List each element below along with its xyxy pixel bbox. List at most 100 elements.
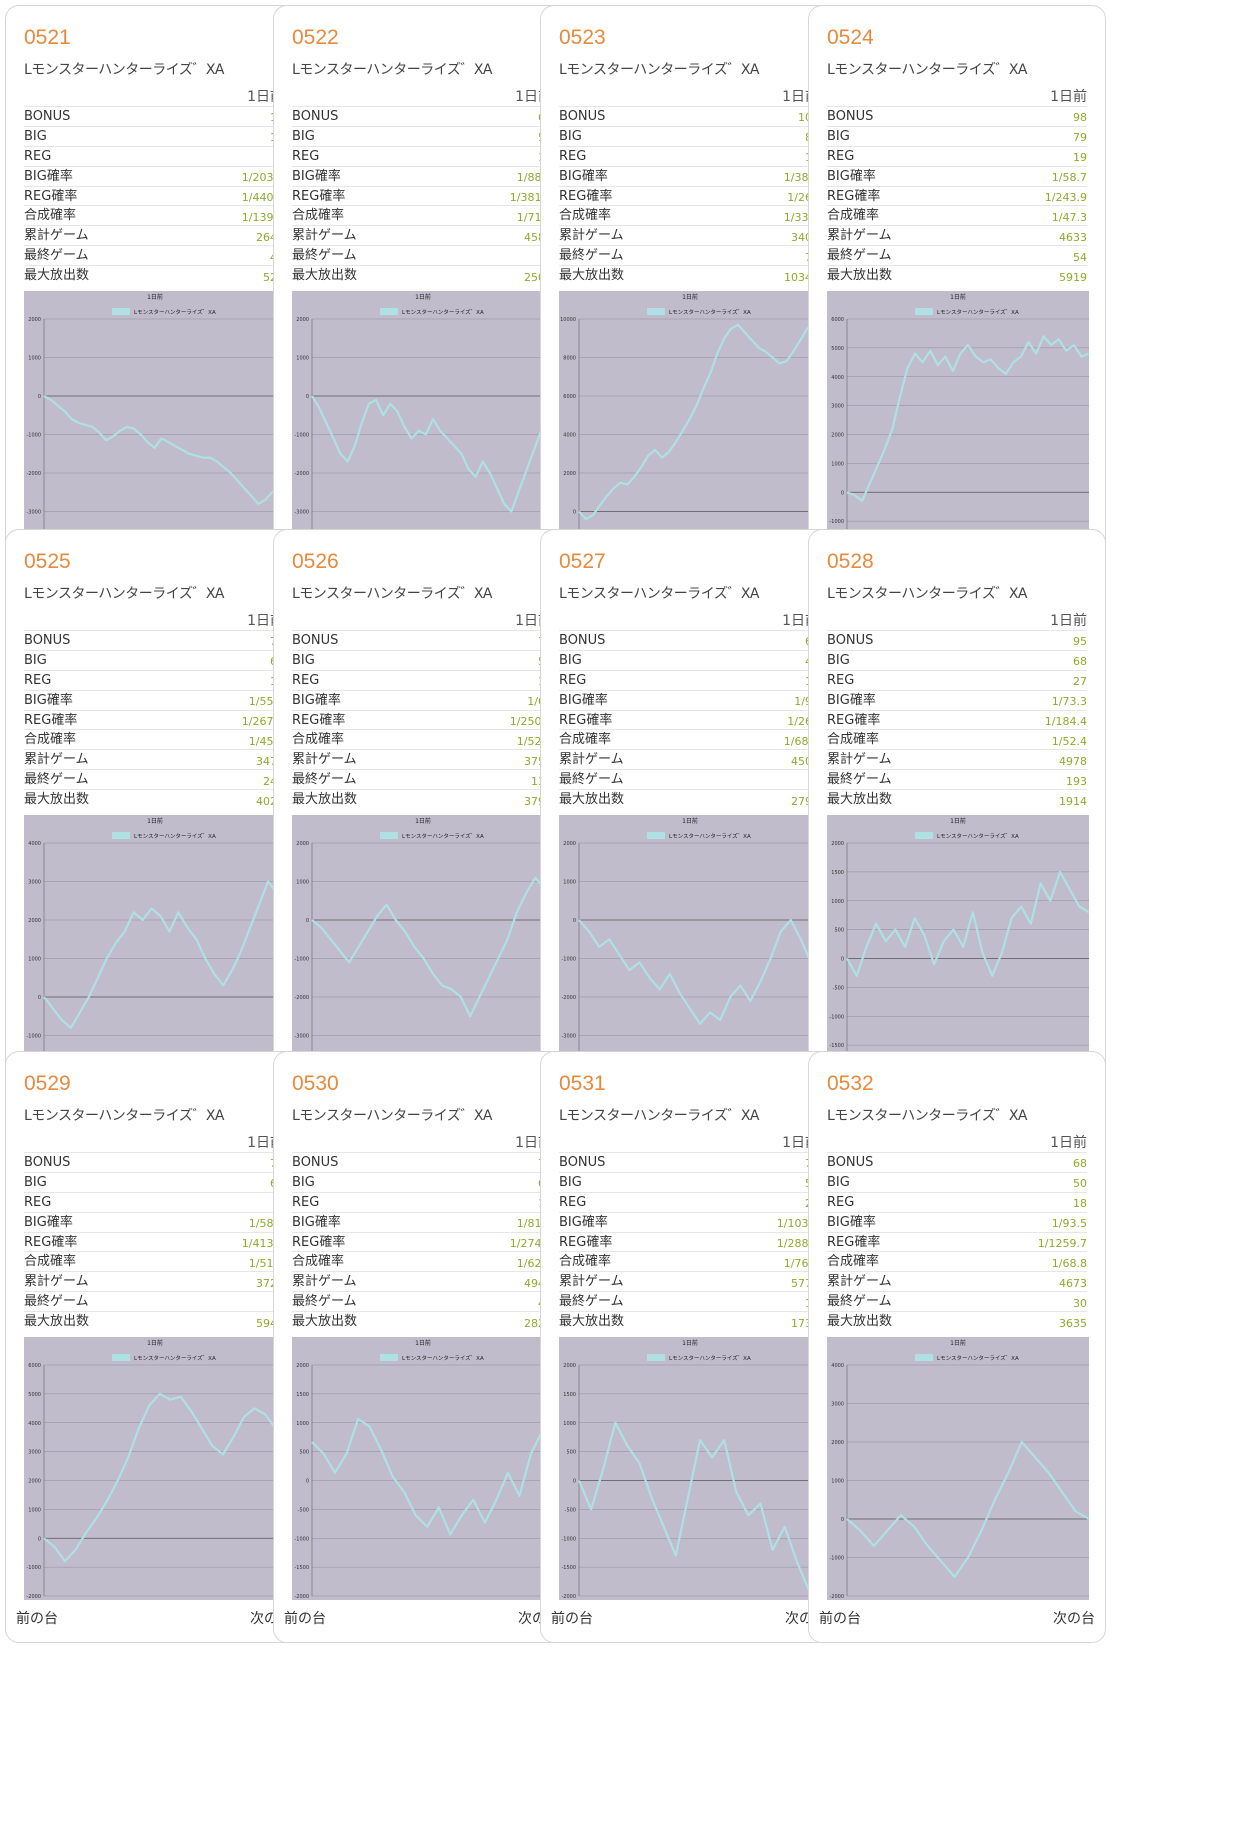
stat-label: 最終ゲーム — [24, 1294, 89, 1310]
stat-value: 68 — [1073, 655, 1087, 669]
machine-number[interactable]: 0528 — [827, 550, 874, 573]
stat-value: 1/76.1 — [783, 1256, 819, 1270]
stat-row: BONUS71 — [292, 630, 552, 650]
y-tick-label: 0 — [841, 957, 844, 963]
stat-label: REG確率 — [292, 1234, 346, 1250]
machine-number[interactable]: 0531 — [559, 1072, 606, 1095]
prev-machine-link[interactable]: 前の台 — [819, 1611, 861, 1627]
plot-background — [559, 815, 821, 1078]
stat-label: 最大放出数 — [559, 1314, 625, 1330]
y-tick-label: 1500 — [563, 1392, 576, 1398]
slump-graph: 1日前 Lモンスターハンターライズ゛XA 2000 1500 1000 500 0 -500 -… — [559, 1337, 821, 1600]
machine-number[interactable]: 0521 — [24, 26, 71, 49]
stats-table: BONUS 68 BIG 50 REG 18 BIG確率 1/93.5 REG確率 1/1259.… — [827, 1152, 1087, 1331]
stat-label: REG確率 — [24, 1234, 78, 1250]
stat-value: 5778 — [791, 1276, 819, 1290]
stat-value: 3751 — [524, 754, 552, 768]
stat-row: 合成確率 1/71.6 — [292, 205, 552, 225]
y-tick-label: 4000 — [28, 1421, 41, 1427]
y-tick-label: 1000 — [563, 1421, 576, 1427]
stat-label: BIG — [559, 128, 582, 144]
stat-row: 最終ゲーム40 — [24, 245, 284, 265]
stat-value: 4948 — [524, 1276, 552, 1290]
machine-number[interactable]: 0523 — [559, 26, 606, 49]
y-tick-label: 2000 — [831, 433, 844, 439]
y-tick-label: -3000 — [26, 510, 41, 516]
machine-number[interactable]: 0522 — [292, 26, 339, 49]
stat-label: 最終ゲーム — [559, 248, 624, 264]
stat-label: BONUS — [292, 1154, 339, 1170]
stat-row: 最終ゲーム248 — [24, 769, 284, 789]
machine-name: Lモンスターハンターライズ゛XA — [559, 586, 760, 602]
stat-row: 最大放出数 5919 — [827, 265, 1087, 285]
stat-value: 1/52.4 — [1051, 734, 1087, 748]
stat-value: 4633 — [1059, 230, 1087, 244]
y-tick-label: -2000 — [829, 1594, 844, 1600]
machine-number[interactable]: 0525 — [24, 550, 71, 573]
stat-row: 最大放出数 3635 — [827, 1311, 1087, 1331]
stat-row: BIG確率 1/88.1 — [292, 165, 552, 186]
next-machine-link[interactable]: 次の台 — [1053, 1611, 1095, 1627]
machine-number[interactable]: 0524 — [827, 26, 874, 49]
chart-title: 1日前 — [950, 293, 966, 301]
stat-label: BIG確率 — [559, 1214, 608, 1230]
machine-card-0528: 0528 Lモンスターハンターライズ゛XA 1日前 BONUS 95 BIG 68 REG 27… — [808, 529, 1106, 1121]
stat-row: 累計ゲーム 3751 — [292, 749, 552, 769]
machine-number[interactable]: 0530 — [292, 1072, 339, 1095]
y-tick-label: -1000 — [829, 519, 844, 525]
stat-label: 累計ゲーム — [827, 1274, 892, 1290]
machine-number[interactable]: 0532 — [827, 1072, 874, 1095]
stat-row: BIG56 — [292, 649, 552, 670]
y-tick-label: 2000 — [28, 918, 41, 924]
plot-background — [24, 291, 286, 554]
prev-machine-link[interactable]: 前の台 — [551, 1611, 593, 1627]
plot-background — [292, 815, 554, 1078]
stat-row: BONUS76 — [24, 630, 284, 650]
stat-label: REG — [292, 1194, 320, 1210]
stat-label: 最終ゲーム — [24, 248, 89, 264]
machine-number[interactable]: 0526 — [292, 550, 339, 573]
stat-label: BIG確率 — [827, 1214, 876, 1230]
stat-value: 19 — [1073, 151, 1087, 165]
stat-label: BIG確率 — [292, 168, 341, 184]
y-tick-label: -1000 — [26, 433, 41, 439]
stat-row: REG確率 1/265 — [559, 709, 819, 730]
stats-table: BONUS66BIG49REG17BIG確率1/92REG確率1/265合成確率… — [559, 630, 819, 809]
y-tick-label: 0 — [306, 918, 309, 924]
stat-row: 最終ゲーム 30 — [827, 1291, 1087, 1311]
machine-number[interactable]: 0527 — [559, 550, 606, 573]
legend-swatch — [915, 1354, 933, 1361]
stat-row: REG17 — [559, 669, 819, 690]
y-tick-label: 0 — [573, 918, 576, 924]
series-line — [43, 1392, 286, 1563]
machine-name: Lモンスターハンターライズ゛XA — [827, 1108, 1028, 1124]
prev-machine-link[interactable]: 前の台 — [16, 1611, 58, 1627]
machine-number[interactable]: 0529 — [24, 1072, 71, 1095]
y-tick-label: 1000 — [296, 880, 309, 886]
prev-machine-link[interactable]: 前の台 — [284, 1611, 326, 1627]
stat-row: BIG56 — [559, 1171, 819, 1192]
y-tick-label: -1000 — [294, 433, 309, 439]
stat-row: 累計ゲーム 3405 — [559, 225, 819, 245]
series-line — [578, 319, 821, 521]
stat-value: 50 — [1073, 1177, 1087, 1191]
stat-row: 最大放出数 2792 — [559, 789, 819, 809]
stat-row: REG確率 1/267.1 — [24, 709, 284, 730]
stat-label: REG — [827, 1194, 855, 1210]
series-line — [311, 1417, 554, 1536]
slump-graph: 1日前 Lモンスターハンターライズ゛XA 2000 1500 1000 500 0 -500 -… — [292, 1337, 554, 1600]
y-tick-label: -2000 — [294, 471, 309, 477]
stat-label: BIG確率 — [559, 168, 608, 184]
y-tick-label: 6000 — [831, 317, 844, 323]
legend-swatch — [647, 1354, 665, 1361]
legend-swatch — [112, 832, 130, 839]
stat-label: 累計ゲーム — [559, 1274, 624, 1290]
y-tick-label: 3000 — [28, 880, 41, 886]
stat-row: REG確率 1/262 — [559, 185, 819, 206]
legend-label: Lモンスターハンターライズ゛XA — [669, 832, 751, 840]
stat-label: BIG確率 — [292, 1214, 341, 1230]
stat-row: REG確率 1/250.1 — [292, 709, 552, 730]
machine-card-0522: 0522 Lモンスターハンターライズ゛XA 1日前 BONUS64BIG52REG12… — [273, 5, 571, 597]
stat-value: 1/262 — [787, 191, 819, 204]
